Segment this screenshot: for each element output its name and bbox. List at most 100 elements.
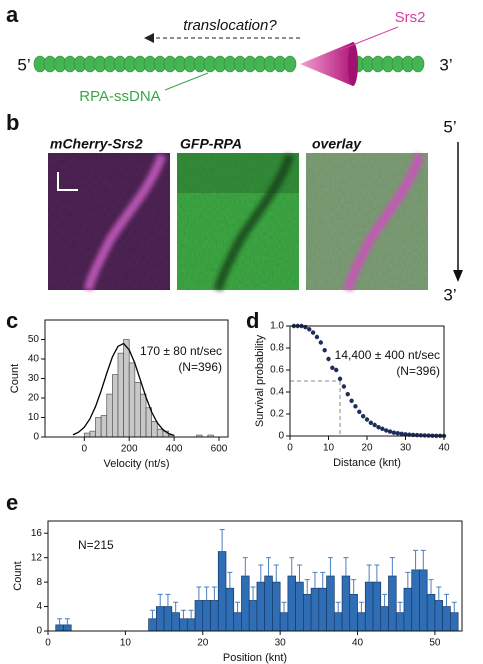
three-prime: 3’ (443, 285, 456, 304)
point (376, 425, 381, 430)
point (349, 398, 354, 403)
x-tick-label: 30 (400, 443, 412, 454)
error-bar (211, 586, 217, 601)
error-bar (204, 586, 210, 601)
y-tick-label: 1.0 (270, 321, 284, 332)
bar (310, 587, 320, 632)
error-bar (196, 586, 202, 601)
y-tick-label: 40 (28, 354, 40, 365)
error-bar (304, 579, 310, 595)
bar (163, 606, 173, 632)
five-prime: 5’ (17, 55, 30, 74)
y-tick-label: 50 (28, 334, 40, 345)
error-bar (289, 557, 295, 576)
bar (186, 618, 196, 632)
y-tick-label: 0 (33, 432, 39, 443)
point (360, 414, 366, 419)
error-bar (273, 564, 279, 583)
point (368, 420, 374, 425)
x-tick-label: 200 (121, 444, 138, 455)
image-title: GFP-RPA (180, 136, 242, 152)
kymograph-overlay (306, 153, 428, 292)
point (395, 431, 400, 436)
point (334, 367, 339, 373)
bar (112, 374, 119, 438)
bar (434, 600, 444, 632)
point (364, 417, 370, 422)
point (414, 432, 420, 438)
error-bar (451, 601, 457, 613)
kymograph-mcherry (48, 153, 170, 292)
point (391, 430, 397, 435)
bar (148, 618, 157, 632)
error-bar (165, 593, 171, 607)
bar (272, 581, 281, 632)
bar (411, 569, 420, 632)
image-title: mCherry-Srs2 (50, 136, 143, 152)
bar (100, 415, 108, 438)
error-bar (242, 557, 248, 576)
error-bar (413, 549, 419, 570)
x-tick-label: 40 (438, 443, 450, 454)
point (314, 334, 320, 340)
y-tick-label: 0.6 (270, 365, 284, 376)
error-bar (405, 571, 411, 589)
bar (210, 600, 219, 632)
bar (89, 430, 96, 438)
error-bar (250, 586, 256, 601)
y-tick-label: 4 (36, 601, 42, 612)
y-tick-label: 10 (28, 412, 40, 423)
error-bar (397, 601, 403, 613)
point (330, 365, 335, 370)
point (307, 327, 312, 332)
point (422, 433, 427, 438)
srs2-cone (300, 42, 353, 86)
bar (248, 600, 258, 632)
error-bar (428, 579, 434, 595)
error-bar (389, 557, 395, 576)
y-tick-label: 0 (278, 431, 284, 442)
plot-frame (289, 325, 445, 437)
bar (364, 581, 374, 632)
annotation: N=215 (78, 538, 114, 552)
y-tick-label: 0.2 (270, 409, 284, 420)
x-tick-label: 20 (361, 443, 373, 454)
point (372, 422, 377, 428)
bar (128, 362, 136, 438)
bar (202, 600, 211, 632)
point (418, 433, 424, 438)
y-tick-label: 20 (28, 393, 40, 404)
rpa-label: RPA-ssDNA (79, 88, 160, 105)
point (380, 426, 385, 432)
image-title: overlay (312, 136, 362, 152)
x-tick-label: 10 (323, 443, 335, 454)
bar (194, 600, 204, 632)
bar (134, 382, 141, 438)
bar (357, 612, 366, 632)
point (326, 356, 331, 362)
x-tick-label: 400 (166, 444, 183, 455)
y-tick-label: 8 (36, 577, 42, 588)
point (387, 429, 393, 434)
bar (419, 569, 428, 632)
y-axis-label: Count (12, 561, 24, 590)
error-bar (235, 601, 241, 613)
annotation: (N=396) (396, 364, 440, 378)
arrow-head (453, 270, 463, 282)
bar (388, 575, 397, 632)
error-bar (335, 601, 341, 613)
x-tick-label: 30 (275, 638, 287, 649)
error-bar (57, 618, 63, 625)
error-bar (382, 593, 388, 607)
annotation: (N=396) (178, 360, 222, 374)
plot-frame (47, 520, 463, 632)
bar (264, 575, 273, 632)
error-bar (436, 586, 442, 601)
bar (450, 612, 459, 632)
bar (123, 339, 130, 438)
arrow-head (144, 33, 154, 43)
point (399, 431, 404, 436)
bar (63, 624, 72, 632)
rpa-pointer (164, 72, 209, 91)
bar (295, 581, 304, 632)
